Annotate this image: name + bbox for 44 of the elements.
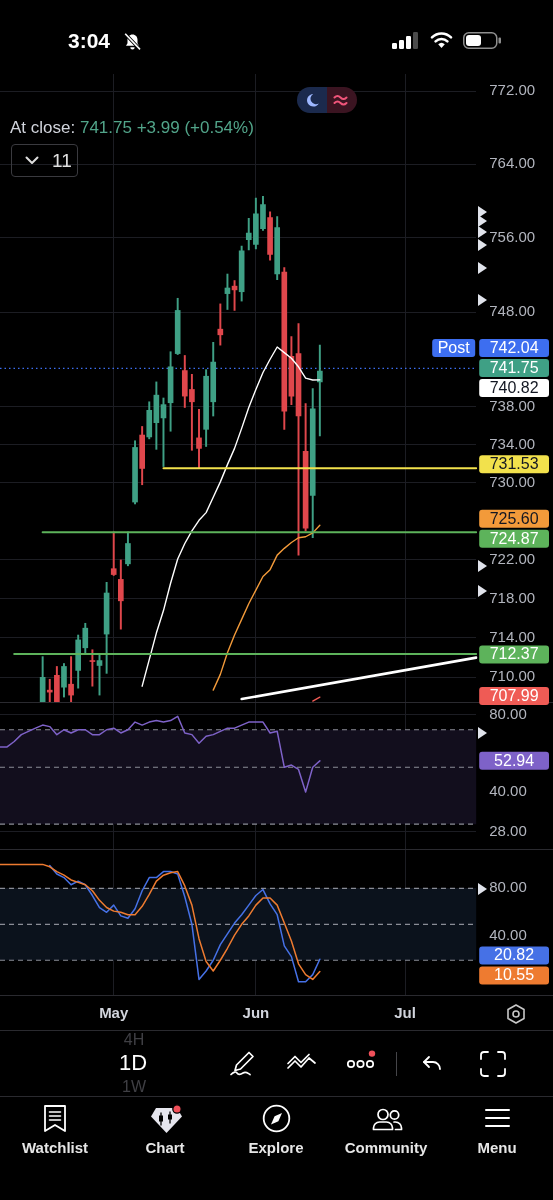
text: 741.75 [489, 358, 539, 376]
text: Menu [477, 1137, 517, 1157]
text: 52.94 [494, 751, 535, 769]
y-tick-label: 748.00 [489, 302, 536, 320]
x-tick-label: Jun [242, 1004, 270, 1022]
y-tick-label: 28.00 [489, 821, 527, 839]
text: Watchlist [21, 1137, 89, 1157]
text: 725.60 [489, 509, 539, 527]
y-tick-label: 738.00 [489, 396, 536, 414]
text: 740.82 [489, 378, 539, 396]
y-tick-label: 710.00 [489, 667, 536, 685]
y-tick-label: 734.00 [489, 434, 536, 452]
y-tick-label: 718.00 [489, 589, 536, 607]
text: 20.82 [494, 946, 535, 964]
y-tick-label: 80.00 [489, 878, 527, 896]
candlestick [89, 649, 96, 687]
data-label: 731.53 [489, 455, 539, 473]
text: 742.04 [489, 338, 539, 356]
text: 1D [118, 1050, 148, 1076]
text: 4H [123, 1030, 145, 1050]
data-label: 712.37 [489, 645, 539, 663]
y-tick-label: 756.00 [489, 227, 536, 245]
y-tick-label: 40.00 [489, 782, 527, 800]
x-tick-label: Jul [394, 1004, 416, 1022]
text: 10.55 [494, 966, 535, 984]
y-tick-label: 714.00 [489, 628, 536, 646]
y-tick-label: 722.00 [489, 550, 536, 568]
text: Community [344, 1137, 428, 1157]
y-tick-label: 772.00 [489, 81, 536, 99]
text: 1W [122, 1077, 146, 1097]
legend-label: Post [437, 338, 471, 356]
text: 3:04 [68, 28, 111, 54]
dropdown: 11 [11, 144, 78, 177]
annotation: 11 [52, 150, 72, 172]
y-tick-label: 40.00 [489, 926, 527, 944]
y-tick-label: 730.00 [489, 472, 536, 490]
y-tick-label: 80.00 [489, 705, 527, 723]
data-label: 724.87 [489, 529, 539, 547]
text: 707.99 [489, 686, 539, 704]
text: Chart [145, 1137, 185, 1157]
y-tick-label: 764.00 [489, 154, 536, 172]
text: Explore [248, 1137, 304, 1157]
x-tick-label: May [99, 1004, 129, 1022]
text: At close: 741.75 +3.99 (+0.54%) [10, 118, 254, 137]
